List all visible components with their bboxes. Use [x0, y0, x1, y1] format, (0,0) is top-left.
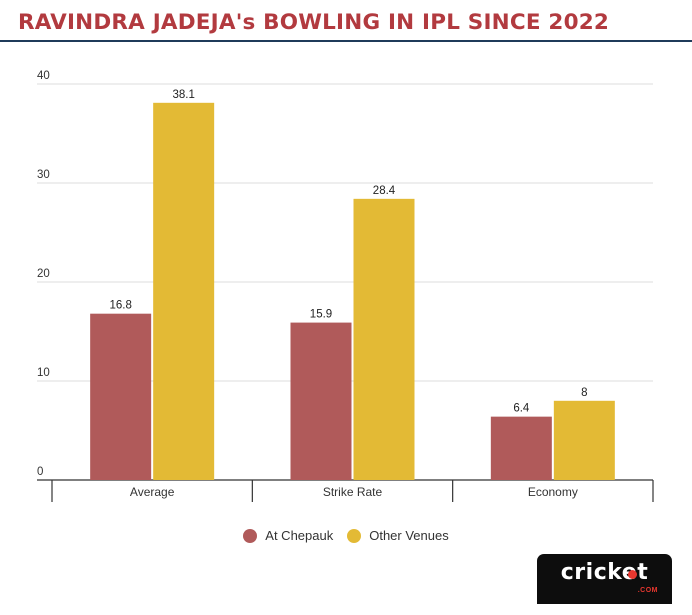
- legend-label-at-chepauk: At Chepauk: [265, 528, 334, 543]
- legend-swatch-other-venues: [347, 528, 362, 543]
- data-label-at-chepauk-economy: 6.4: [513, 403, 530, 415]
- chart-title: RAVINDRA JADEJA's BOWLING IN IPL SINCE 2…: [18, 10, 610, 35]
- data-label-other-venues-average: 38.1: [172, 89, 194, 101]
- legend-item-other-venues: Other Venues: [347, 528, 449, 543]
- bar-other-venues-economy: [553, 400, 615, 480]
- bar-at-chepauk-strike-rate: [290, 322, 352, 480]
- data-label-other-venues-strike-rate: 28.4: [373, 185, 396, 197]
- logo-domain: .COM: [637, 587, 658, 594]
- bar-at-chepauk-average: [90, 313, 152, 480]
- cricket-com-logo: cricket .COM: [537, 554, 672, 604]
- data-label-at-chepauk-strike-rate: 15.9: [310, 309, 332, 321]
- legend-label-other-venues: Other Venues: [369, 528, 449, 543]
- y-tick-label-10: 10: [37, 367, 50, 379]
- bar-other-venues-average: [153, 102, 215, 480]
- bar-at-chepauk-economy: [490, 416, 552, 480]
- y-tick-label-20: 20: [37, 268, 50, 280]
- logo-wordmark: cricket: [560, 560, 649, 585]
- data-label-at-chepauk-average: 16.8: [109, 300, 131, 312]
- title-underline: [0, 40, 692, 42]
- legend-item-at-chepauk: At Chepauk: [243, 528, 333, 543]
- bar-other-venues-strike-rate: [353, 198, 415, 480]
- data-label-other-venues-economy: 8: [581, 387, 587, 399]
- y-tick-label-30: 30: [37, 169, 50, 181]
- y-tick-label-0: 0: [37, 466, 43, 478]
- legend: At Chepauk Other Venues: [0, 528, 692, 543]
- x-category-label-strike-rate: Strike Rate: [323, 485, 383, 499]
- x-category-label-average: Average: [130, 485, 175, 499]
- legend-swatch-at-chepauk: [243, 528, 258, 543]
- x-category-label-economy: Economy: [528, 485, 578, 499]
- y-tick-label-40: 40: [37, 70, 50, 82]
- logo-ball-icon: [628, 570, 637, 579]
